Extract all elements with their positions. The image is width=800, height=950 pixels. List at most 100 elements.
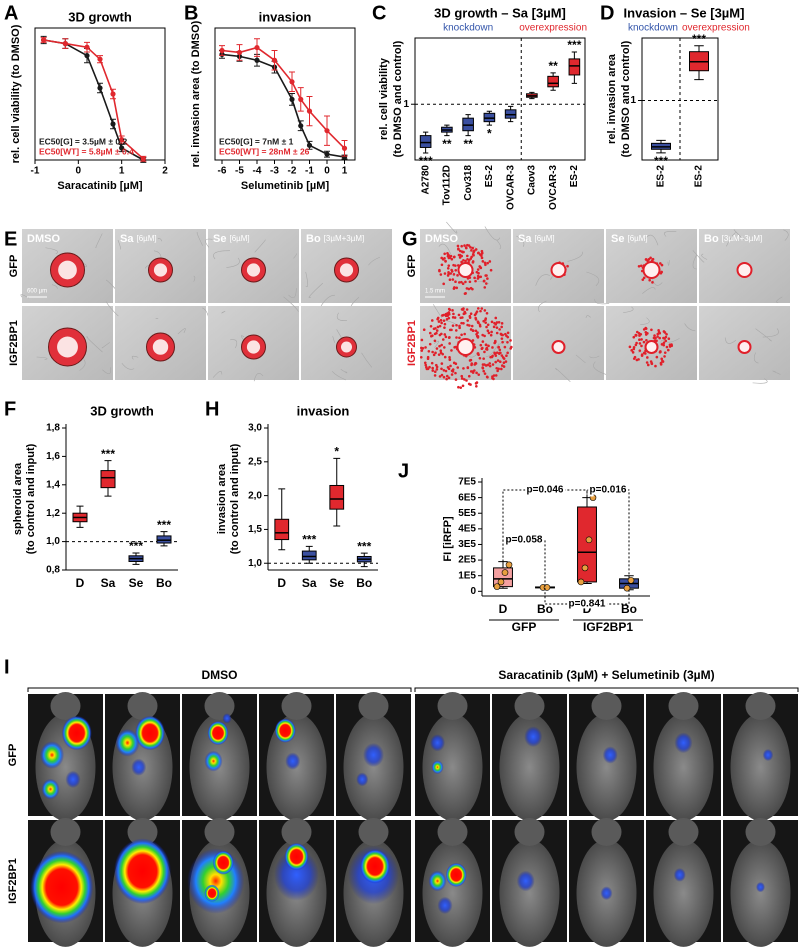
data-point xyxy=(271,57,278,63)
invading-cell xyxy=(495,331,499,335)
invading-cell xyxy=(484,321,487,324)
data-point xyxy=(110,121,116,127)
invading-cell xyxy=(465,308,469,311)
group-label: knockdown xyxy=(628,23,678,34)
invading-cell xyxy=(443,333,447,336)
invading-cell xyxy=(442,368,446,372)
fluorescence-signal xyxy=(762,748,774,762)
background-texture xyxy=(121,363,135,370)
invading-cell xyxy=(432,353,436,357)
y-axis-label: (to control and input) xyxy=(229,443,241,554)
invading-cell xyxy=(450,373,454,376)
invading-cell xyxy=(496,359,500,362)
invading-cell xyxy=(445,318,449,321)
panel-letter: E xyxy=(4,228,17,250)
spheroid-core xyxy=(152,339,169,355)
invading-cell xyxy=(468,280,472,284)
background-texture xyxy=(776,296,783,304)
invading-cell xyxy=(437,353,441,356)
background-texture xyxy=(589,355,600,359)
mouse-body xyxy=(576,713,637,821)
invading-cell xyxy=(462,321,465,325)
panel-letter: J xyxy=(398,460,409,482)
x-tick-label: D xyxy=(583,602,592,616)
background-texture xyxy=(331,371,346,381)
group-label: overexpression xyxy=(519,23,587,34)
data-point xyxy=(97,85,103,91)
invading-cell xyxy=(431,369,435,372)
invading-cell xyxy=(475,381,479,384)
invading-cell xyxy=(640,338,643,341)
y-tick-label: 1E5 xyxy=(458,570,476,581)
invading-cell xyxy=(488,362,492,365)
mouse-head xyxy=(745,818,776,846)
x-tick-label: Bo xyxy=(621,602,637,616)
background-texture xyxy=(684,323,696,332)
invading-cell xyxy=(447,264,451,267)
invading-cell xyxy=(476,307,480,310)
invading-cell xyxy=(500,354,504,357)
box xyxy=(568,58,581,76)
invading-cell xyxy=(460,321,463,325)
invading-cell xyxy=(497,367,500,371)
invading-cell xyxy=(439,318,443,322)
panel-letter: I xyxy=(4,656,10,678)
invading-cell xyxy=(447,376,451,380)
invading-cell xyxy=(443,252,446,256)
invading-cell xyxy=(452,263,455,267)
data-point xyxy=(219,47,225,54)
chart-title: 3D growth – Sa [3µM] xyxy=(434,5,566,20)
background-texture xyxy=(288,288,297,299)
invading-cell xyxy=(466,366,470,369)
y-tick-label: 3,0 xyxy=(248,423,262,434)
invading-cell xyxy=(435,329,439,332)
invading-cell xyxy=(489,333,493,337)
invading-cell xyxy=(464,280,467,284)
background-texture xyxy=(772,370,781,375)
invading-cell xyxy=(634,333,638,337)
invading-cell xyxy=(459,386,463,389)
invading-cell xyxy=(645,361,649,364)
fluorescence-signal xyxy=(207,720,229,746)
background-texture xyxy=(221,310,226,314)
invading-cell xyxy=(510,345,513,349)
invading-cell xyxy=(431,366,434,370)
data-point xyxy=(119,145,125,151)
invading-cell xyxy=(428,331,432,335)
background-texture xyxy=(283,296,299,312)
invading-cell xyxy=(466,319,469,322)
invading-cell xyxy=(444,369,448,373)
invading-cell xyxy=(463,310,467,314)
x-tick-label: Se xyxy=(329,576,344,590)
invading-cell xyxy=(657,330,661,334)
invading-cell xyxy=(653,334,656,337)
significance: *** xyxy=(357,539,371,553)
invading-cell xyxy=(443,326,446,329)
plot-frame xyxy=(414,37,586,161)
y-tick-label: 6E5 xyxy=(458,492,476,503)
invading-cell xyxy=(651,281,654,284)
fluorescence-signal xyxy=(115,729,140,757)
data-point xyxy=(493,583,501,590)
invading-cell xyxy=(443,272,447,275)
mouse-head xyxy=(745,692,776,720)
panel-letter: H xyxy=(205,398,219,420)
background-texture xyxy=(193,275,196,282)
invading-cell xyxy=(441,338,445,341)
invading-cell xyxy=(474,248,478,251)
box xyxy=(274,518,290,541)
x-tick-label: 0 xyxy=(324,166,330,177)
invading-cell xyxy=(478,324,482,328)
fluorescence-signal xyxy=(428,870,447,892)
panel-letter: B xyxy=(184,2,198,24)
invading-cell xyxy=(482,319,485,323)
mouse-head xyxy=(358,818,389,846)
column-dose: [6µM] xyxy=(229,234,249,243)
column-header: Sa [6µM] xyxy=(120,233,157,245)
background-texture xyxy=(117,239,121,250)
x-tick-label: ES-2 xyxy=(484,165,495,188)
invading-cell xyxy=(494,360,498,364)
invading-cell xyxy=(632,357,636,360)
invading-cell xyxy=(440,256,444,260)
